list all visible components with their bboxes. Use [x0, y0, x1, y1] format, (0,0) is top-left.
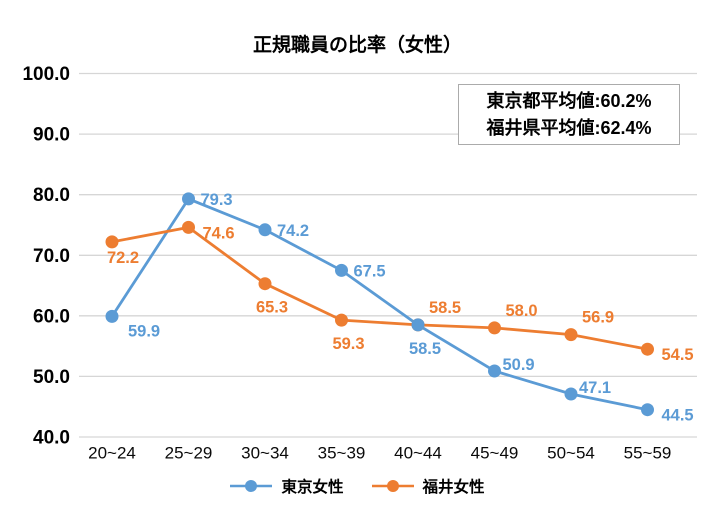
data-point-label: 79.3: [201, 191, 233, 209]
legend-item-fukui: 福井女性: [371, 475, 485, 497]
average-annotation-box: 東京都平均値:60.2% 福井県平均値:62.4%: [458, 84, 680, 145]
data-point-label: 44.5: [662, 407, 694, 425]
x-axis-label: 55~59: [624, 444, 672, 463]
y-axis-tick-label: 60.0: [33, 306, 70, 327]
y-axis-tick-label: 80.0: [33, 185, 70, 206]
data-point-label: 67.5: [354, 262, 386, 280]
chart-title: 正規職員の比率（女性）: [252, 35, 462, 56]
data-point-label: 50.9: [503, 356, 535, 374]
y-axis-tick-label: 50.0: [33, 367, 70, 388]
data-point-marker: [105, 309, 119, 323]
fukui-line-marker-icon: [371, 479, 414, 493]
data-point-label: 58.5: [409, 340, 441, 358]
data-point-label: 56.9: [582, 309, 614, 327]
data-point-label: 47.1: [579, 379, 611, 397]
data-point-label: 74.2: [277, 222, 309, 240]
x-axis-label: 40~44: [394, 444, 442, 463]
data-point-marker: [641, 342, 654, 356]
data-point-label: 72.2: [107, 249, 139, 267]
data-point-marker: [258, 277, 272, 291]
legend-label-fukui: 福井女性: [422, 479, 485, 496]
data-point-label: 58.5: [429, 299, 461, 317]
legend-label-tokyo: 東京女性: [281, 479, 344, 496]
y-axis-tick-label: 40.0: [33, 428, 70, 449]
data-point-label: 74.6: [203, 224, 235, 242]
series-line-1: [111, 225, 648, 351]
data-point-marker: [335, 313, 348, 327]
x-axis-label: 25~29: [165, 444, 213, 463]
annotation-line-fukui-average: 福井県平均値:62.4%: [486, 117, 652, 138]
data-point-marker: [411, 318, 425, 332]
y-axis-tick-label: 90.0: [33, 125, 70, 146]
data-point-label: 65.3: [256, 299, 288, 317]
legend: 東京女性 福井女性: [0, 475, 715, 497]
x-axis-label: 45~49: [471, 444, 519, 463]
legend-item-tokyo: 東京女性: [230, 475, 344, 497]
x-axis-label: 20~24: [88, 444, 136, 463]
data-point-marker: [335, 263, 348, 277]
data-point-marker: [105, 235, 119, 249]
data-point-label: 59.3: [332, 335, 364, 353]
annotation-line-tokyo-average: 東京都平均値:60.2%: [486, 90, 652, 111]
data-point-label: 54.5: [662, 346, 694, 364]
data-point-label: 58.0: [506, 302, 538, 320]
data-point-marker: [488, 364, 501, 378]
x-axis-label: 50~54: [547, 444, 595, 463]
data-point-marker: [258, 223, 272, 237]
data-point-marker: [564, 328, 578, 342]
data-point-marker: [182, 192, 195, 206]
data-point-marker: [564, 387, 578, 401]
data-point-marker: [641, 403, 654, 417]
data-point-marker: [488, 321, 501, 335]
tokyo-line-marker-icon: [230, 479, 273, 493]
data-point-marker: [182, 220, 195, 234]
x-axis-label: 30~34: [241, 444, 289, 463]
data-point-label: 59.9: [128, 322, 160, 340]
x-axis-label: 35~39: [318, 444, 366, 463]
y-axis-tick-label: 70.0: [33, 246, 70, 267]
series-line-0: [110, 197, 648, 412]
y-axis-tick-label: 100.0: [22, 64, 70, 85]
